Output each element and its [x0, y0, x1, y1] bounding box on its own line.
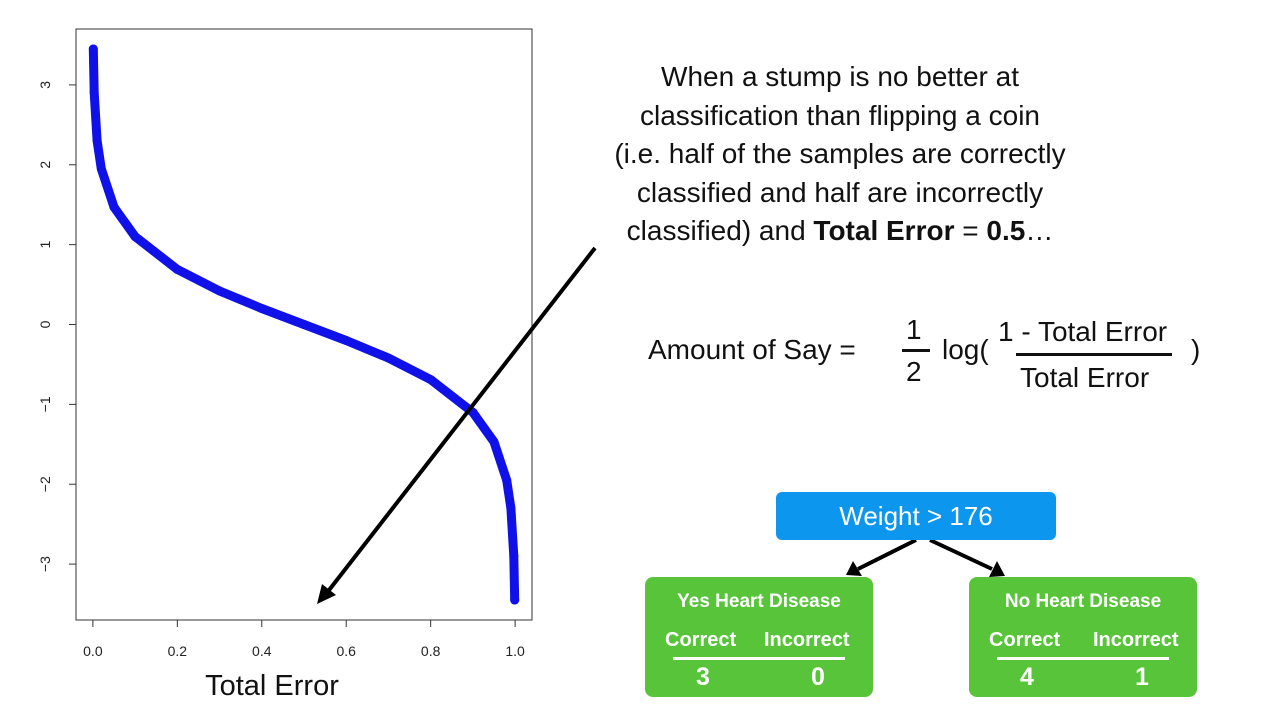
caption-line: When a stump is no better at	[661, 61, 1019, 92]
tree-arrow-right-head	[989, 561, 1005, 577]
leaf-divider	[997, 657, 1169, 660]
correct-count: 3	[696, 663, 710, 691]
y-tick-label: 0	[37, 320, 53, 328]
caption-text: classified) and	[626, 215, 814, 246]
formula-half-numerator: 1	[906, 314, 922, 345]
leaf-title: No Heart Disease	[1004, 591, 1162, 612]
data-point	[299, 320, 309, 329]
incorrect-header: Incorrect	[1093, 629, 1179, 651]
caption-bold-value: 0.5	[986, 215, 1026, 246]
caption-line: classified) and Total Error = 0.5…	[560, 212, 1120, 251]
leaf-divider	[673, 657, 845, 660]
annotation-arrow	[324, 246, 597, 596]
stump-root-node: Weight > 176	[776, 492, 1056, 540]
tree-arrow-left-head	[846, 561, 862, 576]
data-point	[506, 503, 516, 513]
x-tick-label: 1.0	[505, 643, 525, 659]
y-tick-label: −1	[37, 396, 53, 412]
x-tick-label: 0.8	[421, 643, 441, 659]
caption-bold-text: Total Error	[813, 215, 955, 246]
data-point	[341, 335, 351, 345]
leaf-yes-heart-disease: Yes Heart Disease Correct Incorrect 3 0	[645, 577, 873, 697]
data-point	[510, 595, 520, 605]
x-axis: 0.0 0.2 0.4 0.6 0.8 1.0	[83, 620, 525, 659]
y-tick-label: −3	[37, 556, 53, 572]
formula-lhs: Amount of Say =	[648, 334, 856, 365]
formula-fraction-numerator: 1 - Total Error	[998, 316, 1168, 347]
data-point	[88, 44, 98, 54]
caption-line: classification than flipping a coin	[639, 99, 1040, 131]
leaf-title: Yes Heart Disease	[677, 591, 841, 612]
x-tick-label: 0.4	[252, 643, 272, 659]
y-axis: −3 −2 −1 0 1 2 3	[37, 81, 76, 572]
data-point	[383, 353, 393, 363]
y-tick-label: 1	[37, 241, 53, 249]
formula-log: log(	[942, 334, 989, 365]
annotation-arrow-head	[317, 584, 336, 604]
data-point	[109, 202, 119, 212]
formula-fraction-denominator: Total Error	[1020, 362, 1150, 393]
data-point	[502, 475, 512, 485]
data-point	[92, 136, 102, 146]
incorrect-count: 1	[1135, 663, 1149, 691]
incorrect-count: 0	[811, 663, 825, 691]
correct-header: Correct	[665, 629, 737, 651]
y-tick-label: 2	[37, 161, 53, 169]
caption-line: classified and half are incorrectly	[636, 176, 1044, 208]
data-point	[172, 264, 182, 274]
y-tick-label: −2	[37, 476, 53, 492]
amount-of-say-formula: Amount of Say = 1 2 log( 1 - Total Error…	[648, 310, 1218, 400]
formula-half-denominator: 2	[906, 356, 922, 387]
data-point	[426, 375, 436, 385]
data-point	[96, 164, 106, 174]
annotation-caption: When a stump is no better at classificat…	[560, 58, 1120, 251]
y-tick-label: 3	[37, 81, 53, 89]
x-axis-title: Total Error	[205, 670, 339, 702]
formula-fraction-bar	[1016, 353, 1172, 356]
tree-arrow-left	[857, 538, 917, 571]
x-tick-label: 0.2	[168, 643, 188, 659]
data-point	[215, 286, 225, 296]
data-point	[257, 304, 267, 314]
data-point	[489, 437, 499, 447]
formula-half-bar	[902, 349, 930, 352]
data-point	[130, 232, 140, 242]
tree-arrow-right	[929, 538, 993, 571]
leaf-no-heart-disease: No Heart Disease Correct Incorrect 4 1	[969, 577, 1197, 697]
caption-text: …	[1025, 215, 1054, 246]
incorrect-header: Incorrect	[764, 629, 850, 651]
caption-line: (i.e. half of the samples are correctly	[614, 138, 1066, 169]
x-tick-label: 0.0	[83, 643, 103, 659]
data-point	[89, 88, 99, 98]
correct-count: 4	[1020, 663, 1034, 691]
formula-close-paren: )	[1191, 334, 1201, 365]
data-point	[509, 551, 519, 561]
x-tick-label: 0.6	[336, 643, 356, 659]
correct-header: Correct	[989, 629, 1061, 651]
caption-text: =	[954, 215, 987, 246]
series-points	[88, 44, 520, 605]
